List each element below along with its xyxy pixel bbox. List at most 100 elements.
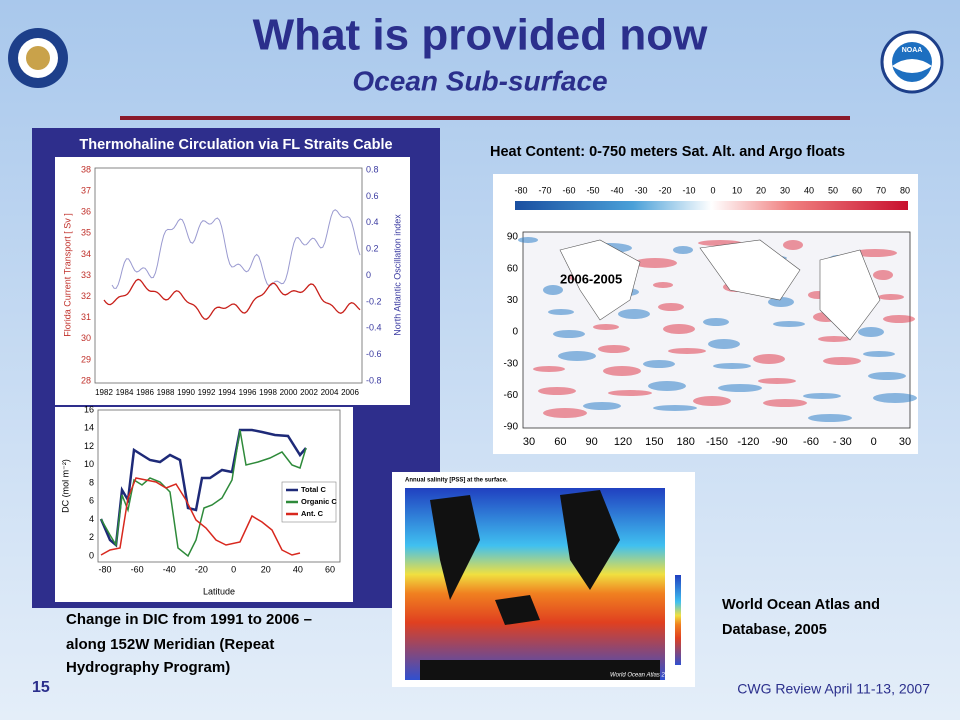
tick-label: -60 [504, 390, 519, 401]
tick-label: 10 [732, 185, 742, 195]
anomaly [593, 324, 619, 330]
tick-label: -120 [737, 436, 759, 448]
tick-label: 20 [261, 564, 271, 574]
tick-label: 1984 [116, 388, 134, 397]
tick-label: 16 [84, 404, 94, 414]
anomaly [558, 351, 596, 361]
tick-label: 90 [586, 436, 598, 448]
tick-label: 90 [507, 232, 519, 243]
tick-label: 0 [231, 564, 236, 574]
plot-frame [94, 167, 363, 384]
slide-title: What is provided now [253, 11, 708, 60]
tick-label: 30 [523, 436, 535, 448]
tick-label: 180 [676, 436, 694, 448]
tick-label: -0.2 [366, 296, 382, 306]
tick-label: -0.6 [366, 349, 382, 359]
tick-label: 30 [507, 295, 519, 306]
tick-label: -0.8 [366, 375, 382, 385]
anomaly [703, 318, 729, 326]
anomaly [668, 348, 706, 354]
legend-label: Ant. C [301, 509, 324, 518]
anomaly [653, 282, 673, 288]
tick-label: 30 [81, 333, 91, 343]
anomaly [553, 330, 585, 338]
tick-labels: 38373635343332313029280.80.60.40.20-0.2-… [81, 164, 911, 574]
tick-label: 2000 [280, 388, 298, 397]
tick-label: 1988 [157, 388, 175, 397]
anomaly [808, 414, 852, 422]
ant-c-line [100, 477, 301, 556]
tick-label: 1990 [177, 388, 195, 397]
tick-label: 2002 [300, 388, 318, 397]
anomaly [548, 309, 574, 315]
anomaly [713, 363, 751, 369]
tick-label: 50 [828, 185, 838, 195]
anomaly [868, 372, 906, 380]
salinity-title: Annual salinity [PSS] at the surface. [405, 478, 508, 484]
anomaly [873, 393, 917, 403]
anomaly [858, 327, 884, 337]
tick-label: 0 [89, 550, 94, 560]
anomaly [773, 321, 805, 327]
tick-label: 0.6 [366, 191, 379, 201]
tick-label: 6 [89, 496, 94, 506]
tick-label: 33 [81, 270, 91, 280]
anomaly [823, 357, 861, 365]
tick-label: 14 [84, 423, 94, 433]
tick-label: -70 [538, 185, 551, 195]
tick-label: 40 [293, 564, 303, 574]
tick-label: 70 [876, 185, 886, 195]
dic-caption: Change in DIC from 1991 to 2006 – [66, 611, 312, 628]
anomaly [883, 315, 915, 323]
tick-label: 60 [852, 185, 862, 195]
tick-label: 2004 [321, 388, 339, 397]
anomaly [853, 249, 897, 257]
tick-label: 31 [81, 312, 91, 322]
total-c-line [99, 428, 307, 548]
anomaly [518, 237, 538, 243]
tick-label: 0 [710, 185, 715, 195]
salinity-colorbar [675, 575, 681, 665]
organic-c-line [100, 429, 307, 558]
anomaly [718, 384, 762, 392]
tick-label: 34 [81, 249, 91, 259]
anomaly [768, 297, 794, 307]
anomaly [818, 336, 850, 342]
tick-label: 30 [780, 185, 790, 195]
tick-label: 2006 [341, 388, 359, 397]
tick-label: 60 [325, 564, 335, 574]
tick-label: 2 [89, 532, 94, 542]
panel-title: Thermohaline Circulation via FL Straits … [79, 137, 392, 153]
tick-label: -40 [163, 564, 176, 574]
tick-label: -50 [586, 185, 599, 195]
tick-label: 150 [645, 436, 663, 448]
salinity-caption: Database, 2005 [722, 622, 827, 638]
anomaly [663, 324, 695, 334]
colorbar [515, 201, 908, 210]
tick-label: 1996 [239, 388, 257, 397]
anomaly [763, 399, 807, 407]
anomaly [643, 360, 675, 368]
slide-subtitle: Ocean Sub-surface [352, 65, 607, 96]
tick-label: 0 [512, 327, 518, 338]
salinity-footer: World Ocean Atlas 2005 [610, 673, 675, 679]
tick-label: 0.4 [366, 217, 379, 227]
tick-label: 0.8 [366, 164, 379, 174]
anomaly [533, 366, 565, 372]
tick-label: 120 [614, 436, 632, 448]
tick-label: 0.2 [366, 244, 379, 254]
tick-label: 38 [81, 164, 91, 174]
tick-label: 1992 [198, 388, 216, 397]
anomaly [803, 393, 841, 399]
anomaly [873, 270, 893, 280]
tick-label: -90 [504, 422, 519, 433]
tick-label: -60 [562, 185, 575, 195]
y2-axis-label: North Atlantic Oscillation index [392, 214, 402, 336]
tick-label: 10 [84, 459, 94, 469]
tick-label: 12 [84, 441, 94, 451]
y-axis-label: DC (mol m⁻²) [60, 459, 70, 513]
commerce-logo [8, 28, 68, 88]
tick-label: -30 [504, 358, 519, 369]
anomaly [608, 390, 652, 396]
